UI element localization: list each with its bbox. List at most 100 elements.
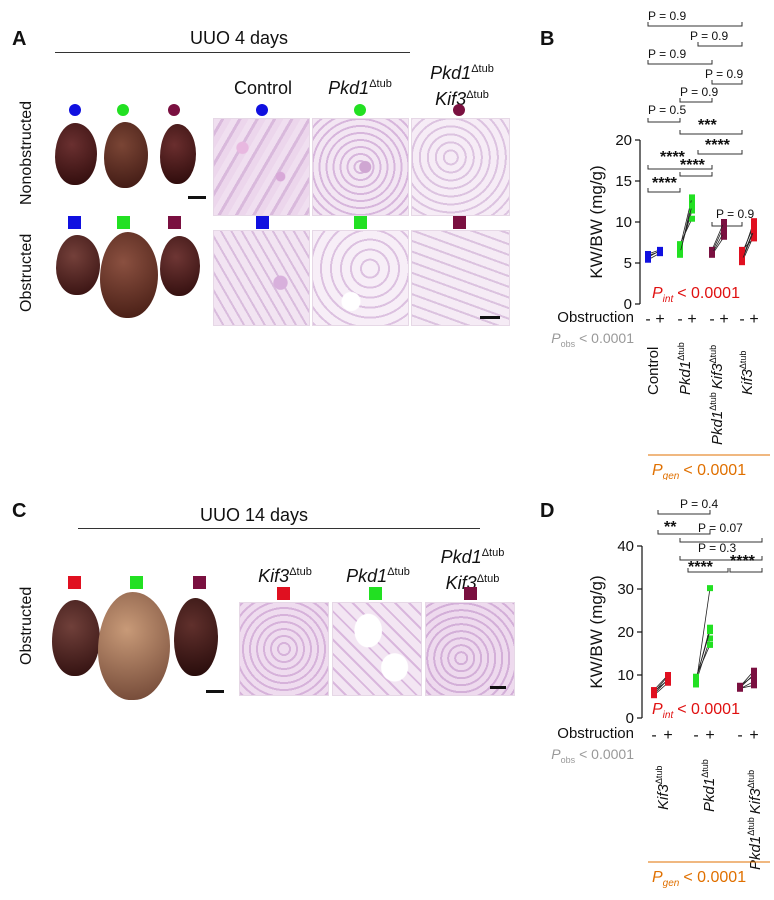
chart-b: P = 0.9 P = 0.9 P = 0.9 P = 0.9 P = 0.9 … (551, 9, 770, 480)
group-label-kif3-d: Kif3Δtub (654, 766, 672, 810)
pair-line (695, 588, 711, 685)
obstruction-minus: - (709, 311, 714, 328)
data-point-obstructed (665, 677, 671, 684)
histology-double-nonobstructed (411, 118, 510, 216)
data-point-nonobstructed (709, 250, 715, 257)
marker-double-square-c (193, 576, 206, 589)
marker-kif3-square-histo (277, 587, 290, 600)
y-tick-label: 20 (617, 624, 634, 641)
kidney-double-nonobstructed (160, 124, 196, 184)
comparison-stars: **** (652, 175, 678, 192)
p-gen-d: Pgen < 0.0001 (652, 869, 746, 889)
data-point-obstructed (751, 218, 757, 225)
comparison-brackets-d (657, 510, 763, 573)
comparison-stars: **** (680, 157, 706, 174)
data-point-obstructed (689, 207, 695, 214)
comparison-label: P = 0.9 (705, 67, 743, 81)
data-point-nonobstructed (693, 673, 699, 680)
data-point-obstructed (689, 197, 695, 204)
obstruction-plus: + (687, 311, 696, 328)
obstruction-minus: - (677, 311, 682, 328)
kidney-pkd1-obstructed-c (98, 592, 170, 700)
data-point-nonobstructed (739, 257, 745, 264)
marker-pkd1-square-c (130, 576, 143, 589)
data-point-nonobstructed (677, 244, 683, 251)
obstruction-plus: + (749, 727, 758, 744)
kidney-kif3-obstructed (52, 600, 100, 676)
histology-double-obstructed (411, 230, 510, 326)
panel-c-title-rule (78, 528, 480, 529)
comparison-brackets-b (647, 22, 743, 227)
comparison-label: P = 0.9 (690, 29, 728, 43)
comparison-label: P = 0.3 (698, 541, 736, 555)
p-int-b: Pint < 0.0001 (652, 285, 740, 305)
marker-pkd1-circle-histo (354, 104, 366, 116)
data-point-obstructed (751, 227, 757, 234)
y-axis-label-b: KW/BW (mg/g) (587, 165, 606, 278)
row-label-obstructed: Obstructed (18, 233, 35, 312)
marker-pkd1-square-histo (354, 216, 367, 229)
data-point-obstructed (689, 215, 695, 222)
comparison-stars: **** (730, 553, 756, 570)
marker-pkd1-circle (117, 104, 129, 116)
kidney-pkd1-nonobstructed (104, 122, 148, 188)
data-point-obstructed (751, 235, 757, 242)
marker-double-circle (168, 104, 180, 116)
pair-line (695, 644, 711, 677)
data-point-obstructed (751, 667, 757, 674)
obstruction-minus: - (651, 727, 656, 744)
data-point-obstructed (751, 222, 757, 229)
marker-double-square-histo (453, 216, 466, 229)
chart-d: P = 0.4 ** P = 0.07 P = 0.3 **** **** 0 1… (551, 497, 770, 889)
obstruction-minus: - (693, 727, 698, 744)
pair-line (679, 218, 693, 245)
panel-c-letter: C (12, 500, 27, 522)
data-point-obstructed (721, 233, 727, 240)
group-label-pkd1: Pkd1Δtub (676, 342, 694, 395)
kidney-control-nonobstructed (55, 123, 97, 185)
obstruction-minus: - (645, 311, 650, 328)
histology-pkd1-nonobstructed (312, 118, 409, 216)
data-point-obstructed (689, 194, 695, 201)
data-point-obstructed (665, 672, 671, 678)
comparison-label: P = 0.9 (716, 207, 754, 221)
y-tick-label: 0 (624, 296, 632, 313)
obstruction-label-b: Obstruction (557, 309, 634, 326)
marker-control-circle-histo (256, 104, 268, 116)
marker-double-square-histo-c (464, 587, 477, 600)
col-label-double-c: Pkd1Δtub Kif3Δtub (440, 547, 505, 593)
comparison-label: P = 0.5 (648, 103, 686, 117)
obstruction-minus: - (737, 727, 742, 744)
row-label-nonobstructed: Nonobstructed (18, 100, 35, 205)
kidney-double-obstructed-c (174, 598, 218, 676)
data-point-nonobstructed (709, 246, 715, 253)
data-point-obstructed (707, 635, 713, 642)
group-label-double-d: Pkd1ΔtubKif3Δtub (746, 770, 764, 870)
data-point-nonobstructed (739, 246, 745, 253)
pair-line (711, 221, 725, 251)
histology-pkd1-obstructed (312, 230, 409, 326)
y-tick-label: 0 (626, 710, 634, 727)
data-point-nonobstructed (739, 253, 745, 260)
p-obs-b: Pobs < 0.0001 (551, 330, 634, 349)
data-point-obstructed (751, 232, 757, 239)
data-point-obstructed (721, 223, 727, 230)
scale-bar-a-histology (480, 316, 500, 319)
col-label-pkd1-c: Pkd1Δtub (346, 566, 410, 586)
comparison-label: P = 0.4 (680, 497, 718, 511)
data-point-obstructed (707, 628, 713, 635)
histology-double-obstructed-c (425, 602, 515, 696)
marker-pkd1-square-histo-c (369, 587, 382, 600)
obstruction-minus: - (739, 311, 744, 328)
panel-a-letter: A (12, 28, 27, 50)
data-point-obstructed (689, 202, 695, 209)
pair-line (741, 230, 755, 261)
col-label-control: Control (233, 78, 293, 98)
y-tick-label: 10 (617, 667, 634, 684)
data-point-obstructed (721, 219, 727, 225)
y-tick-label: 30 (617, 581, 634, 598)
panel-a-title: UUO 4 days (190, 28, 289, 48)
data-point-nonobstructed (739, 250, 745, 257)
scale-bar-c-histology (490, 686, 506, 689)
panel-a-title-rule (55, 52, 410, 53)
